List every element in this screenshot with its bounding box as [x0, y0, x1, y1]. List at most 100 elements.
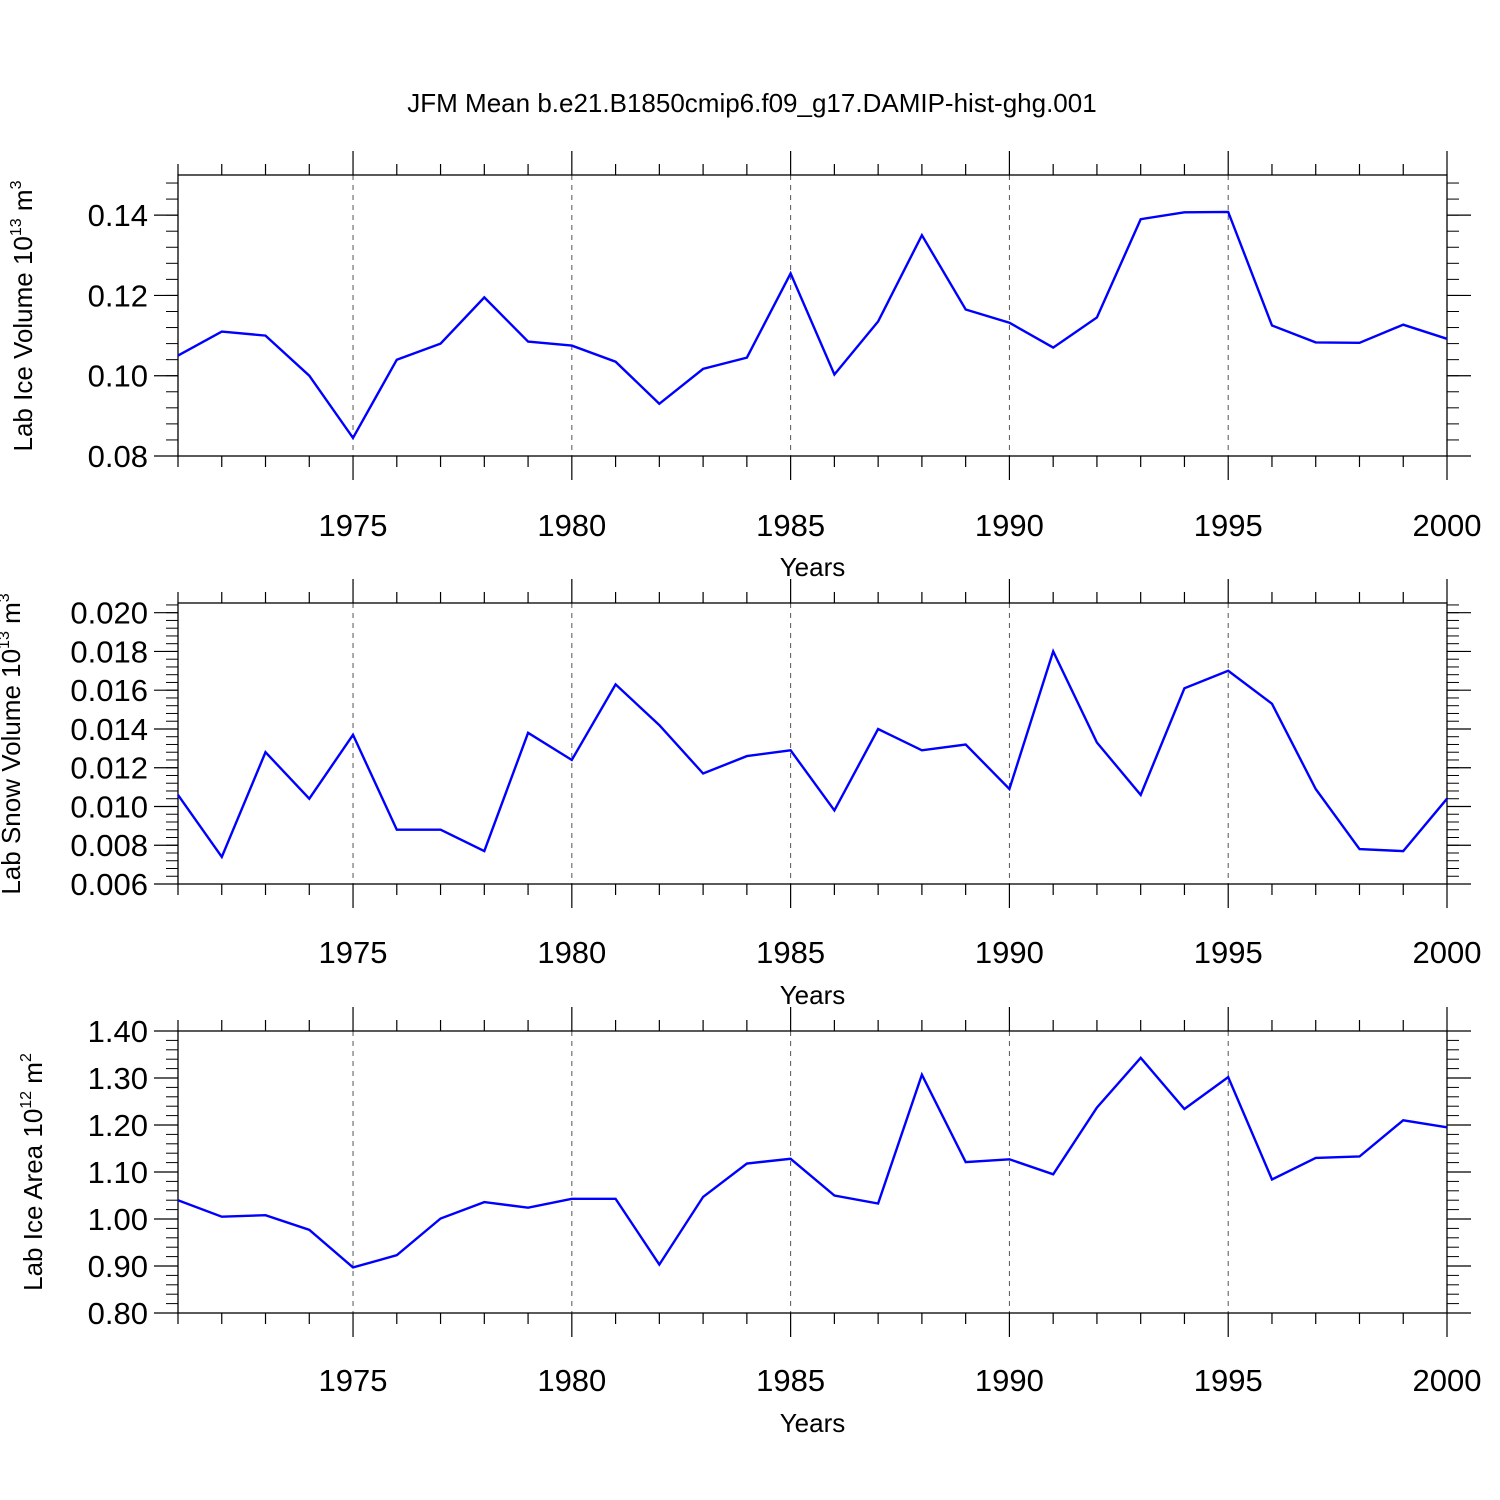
series-line: [177, 648, 1448, 860]
y-tick-label: 0.12: [88, 278, 148, 313]
y-tick-label: 1.10: [88, 1155, 148, 1190]
y-tick-label: 0.014: [70, 712, 148, 747]
y-axis-title-exponent: 13: [8, 218, 25, 236]
data-point: [789, 1157, 793, 1161]
data-point: [1007, 321, 1011, 325]
data-point: [1051, 346, 1055, 350]
y-tick-label: 0.010: [70, 789, 148, 824]
data-point: [1445, 1125, 1449, 1129]
y-tick-label: 1.40: [88, 1014, 148, 1049]
data-point: [964, 307, 968, 311]
data-point: [1270, 1178, 1274, 1182]
data-point: [1314, 340, 1318, 344]
series-line: [177, 210, 1448, 441]
data-point: [220, 855, 224, 859]
y-tick-label: 0.10: [88, 359, 148, 394]
data-point: [1357, 847, 1361, 851]
data-point: [1095, 316, 1099, 320]
data-point: [526, 731, 530, 735]
data-point: [307, 1228, 311, 1232]
data-point: [570, 1197, 574, 1201]
data-point: [964, 742, 968, 746]
data-point: [264, 334, 268, 338]
data-point: [920, 748, 924, 752]
data-point: [1139, 793, 1143, 797]
y-axis-title-unit-exponent: 2: [18, 1053, 35, 1062]
data-point: [657, 723, 661, 727]
y-axis-title-main: Lab Ice Area 10: [18, 1109, 48, 1291]
data-point: [876, 320, 880, 324]
y-tick-label: 0.80: [88, 1296, 148, 1331]
x-tick-label: 2000: [1413, 508, 1482, 543]
data-point: [1270, 324, 1274, 328]
data-point: [395, 828, 399, 832]
y-tick-label: 0.020: [70, 596, 148, 631]
data-point: [526, 340, 530, 344]
data-point: [395, 1253, 399, 1257]
data-point: [745, 754, 749, 758]
data-point: [964, 1160, 968, 1164]
x-tick-label: 1990: [975, 935, 1044, 970]
data-point: [220, 330, 224, 334]
plot-frame: [177, 1030, 1448, 1314]
data-point: [1314, 787, 1318, 791]
data-point: [1182, 1107, 1186, 1111]
y-tick-label: 0.018: [70, 634, 148, 669]
data-point: [701, 772, 705, 776]
data-point: [1095, 1106, 1099, 1110]
series-line: [177, 1055, 1448, 1269]
data-point: [745, 1162, 749, 1166]
x-tick-label: 1980: [537, 508, 606, 543]
data-point: [1139, 1056, 1143, 1060]
data-point: [176, 354, 180, 358]
x-tick-label: 1990: [975, 1363, 1044, 1398]
data-point: [1401, 323, 1405, 327]
y-axis-title-exponent: 12: [18, 1091, 35, 1109]
y-axis-title-main: Lab Ice Volume 10: [8, 236, 38, 451]
y-axis-title-unit: m: [18, 1062, 48, 1091]
data-point: [657, 1263, 661, 1267]
y-axis-title-main: Lab Snow Volume 10: [0, 649, 26, 895]
data-point: [482, 1200, 486, 1204]
data-point: [1182, 210, 1186, 214]
y-axis-title: Lab Snow Volume 1013 m3: [0, 593, 26, 894]
data-point: [570, 758, 574, 762]
x-tick-label: 1985: [756, 508, 825, 543]
x-tick-label: 1995: [1194, 935, 1263, 970]
x-axis-title: Years: [780, 552, 846, 582]
data-point: [351, 436, 355, 440]
data-point: [307, 374, 311, 378]
x-tick-label: 2000: [1413, 935, 1482, 970]
x-tick-label: 1980: [537, 935, 606, 970]
data-point: [1007, 1157, 1011, 1161]
data-point: [351, 1265, 355, 1269]
data-point: [482, 295, 486, 299]
x-tick-label: 1975: [319, 1363, 388, 1398]
data-point: [526, 1206, 530, 1210]
panel-1: 0.08 0.10 0.12 0.14 1975 1980 1985 1990 1995 2000…: [8, 151, 1481, 582]
y-axis-title: Lab Ice Area 1012 m2: [18, 1053, 48, 1291]
data-point: [439, 342, 443, 346]
chart-title: JFM Mean b.e21.B1850cmip6.f09_g17.DAMIP-…: [407, 88, 1096, 118]
y-axis-title-unit-exponent: 3: [0, 593, 13, 602]
data-point: [614, 682, 618, 686]
data-point: [876, 727, 880, 731]
data-point: [614, 1197, 618, 1201]
x-tick-label: 1980: [537, 1363, 606, 1398]
x-axis-title: Years: [780, 1408, 846, 1438]
data-point: [832, 1194, 836, 1198]
data-point: [220, 1215, 224, 1219]
x-tick-label: 2000: [1413, 1363, 1482, 1398]
data-point: [1401, 1118, 1405, 1122]
data-point: [1226, 210, 1230, 214]
y-axis-title: Lab Ice Volume 1013 m3: [8, 180, 38, 451]
y-axis-title-exponent: 13: [0, 631, 13, 649]
data-point: [1051, 649, 1055, 653]
data-point: [1182, 686, 1186, 690]
data-point: [832, 808, 836, 812]
x-tick-label: 1995: [1194, 1363, 1263, 1398]
data-point: [1139, 217, 1143, 221]
data-point: [1314, 1156, 1318, 1160]
x-tick-label: 1975: [319, 508, 388, 543]
